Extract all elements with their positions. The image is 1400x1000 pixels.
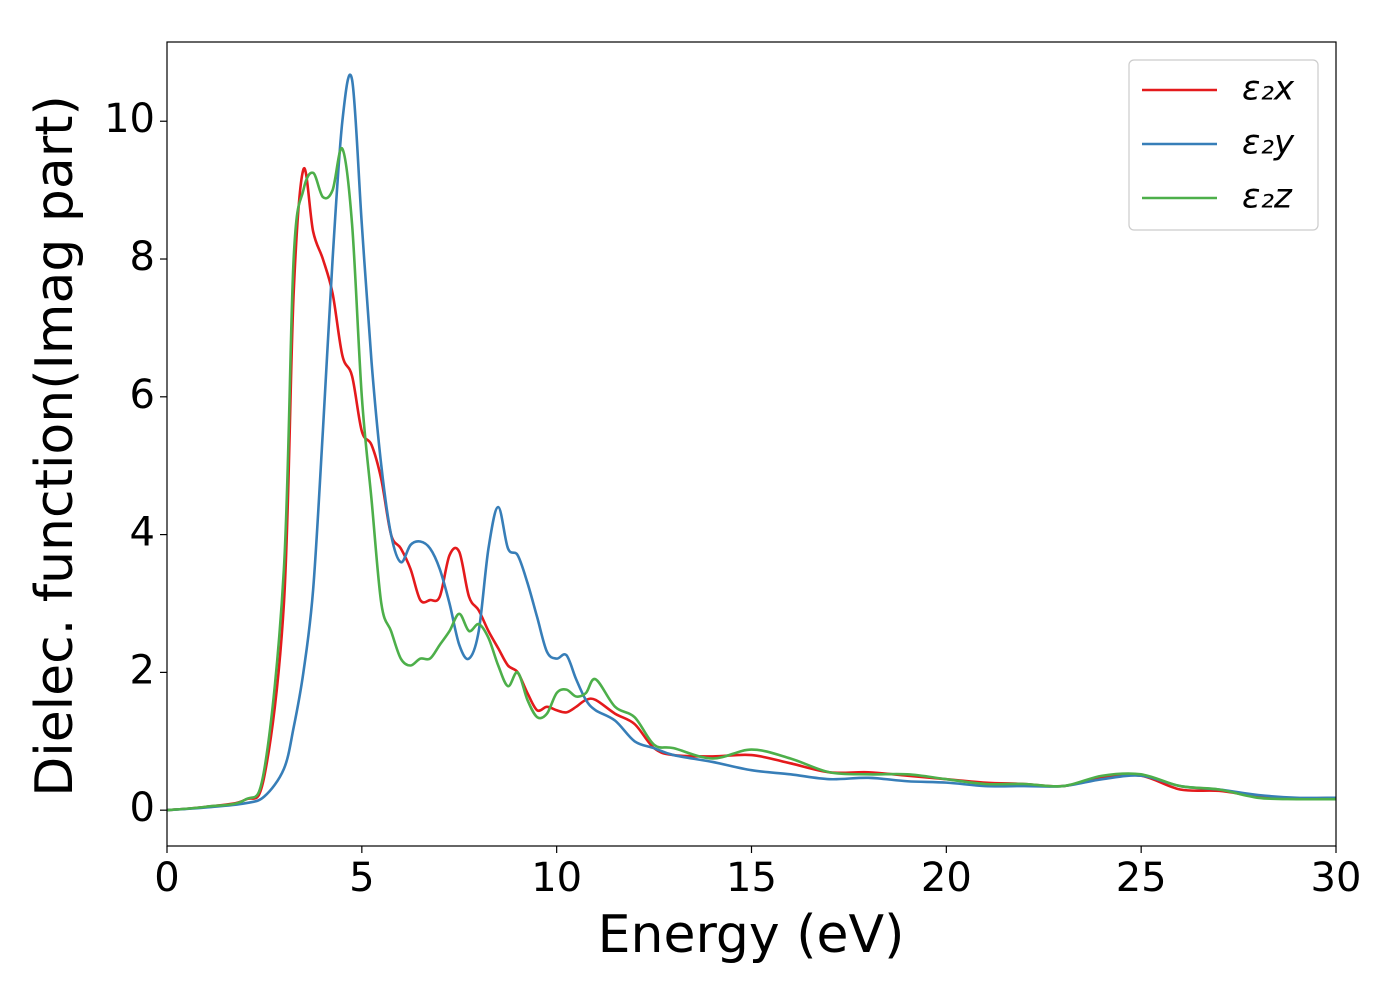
x-tick-label: 5	[349, 855, 374, 901]
x-axis-label: Energy (eV)	[598, 905, 905, 965]
x-tick-label: 0	[154, 855, 179, 901]
y-tick-label: 2	[130, 647, 155, 693]
y-axis-label: Dielec. function(Imag part)	[25, 95, 85, 797]
x-tick-label: 30	[1311, 855, 1362, 901]
line-series	[167, 147, 1336, 812]
line-series	[167, 73, 1336, 812]
x-tick-label: 20	[921, 855, 972, 901]
legend-label: ε₂y	[1242, 123, 1295, 163]
y-tick-label: 8	[130, 234, 155, 280]
y-tick-label: 0	[130, 785, 155, 831]
x-tick-label: 10	[531, 855, 582, 901]
legend-label: ε₂z	[1242, 177, 1293, 217]
y-tick-label: 6	[130, 372, 155, 418]
y-tick-label: 4	[130, 510, 155, 556]
legend-box	[1128, 59, 1319, 231]
y-tick-label: 10	[104, 96, 155, 142]
x-tick-label: 15	[726, 855, 777, 901]
x-tick-label: 25	[1116, 855, 1167, 901]
legend-label: ε₂x	[1242, 69, 1295, 109]
